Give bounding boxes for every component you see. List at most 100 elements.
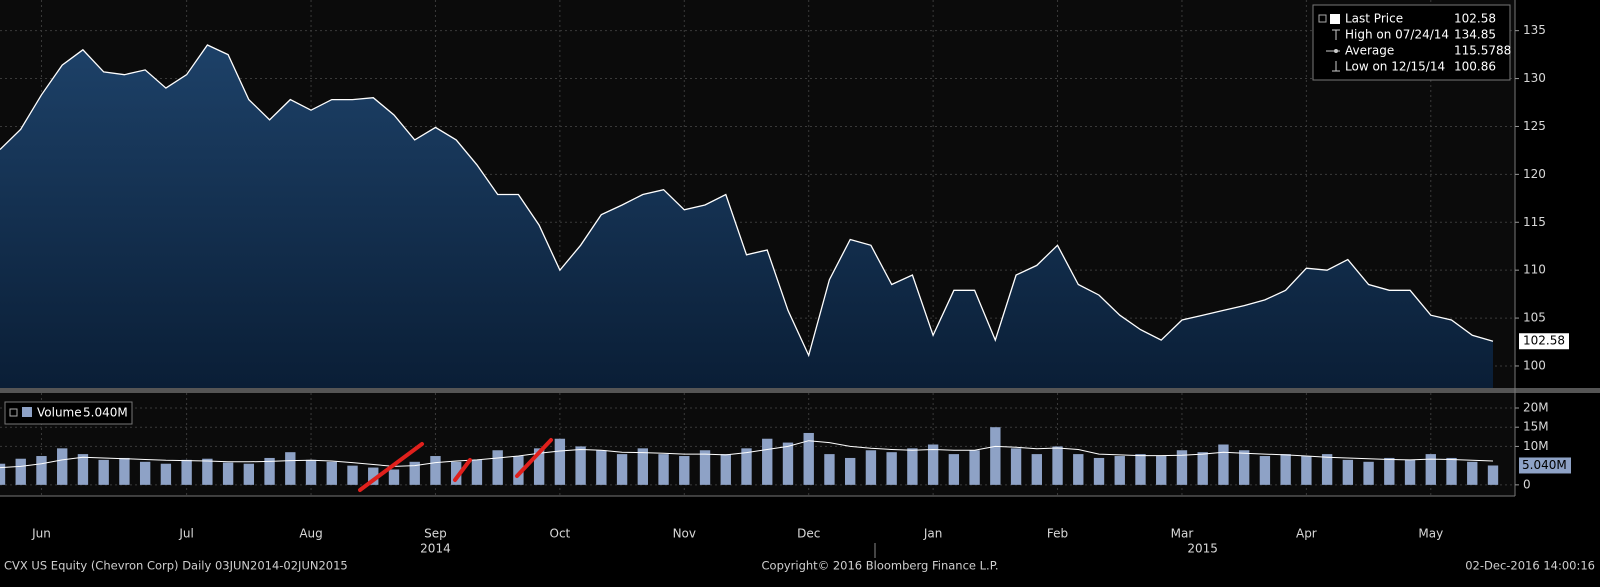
volume-bar (139, 461, 151, 485)
volume-bar (886, 452, 897, 485)
volume-bar (77, 454, 89, 485)
x-tick-label: Nov (673, 527, 696, 541)
x-tick-label: Sep (424, 527, 447, 541)
volume-bar (927, 444, 939, 485)
footer-center: Copyright© 2016 Bloomberg Finance L.P. (762, 559, 999, 573)
x-tick-label: Jul (178, 527, 193, 541)
legend: Last Price 102.58 High on 07/24/14 134.85 Av… (1345, 12, 1511, 74)
x-year-label: 2014 (420, 542, 451, 556)
volume-legend-box (4, 401, 133, 425)
legend-value: 100.86 (1454, 60, 1496, 74)
y-tick-label: 130 (1523, 71, 1546, 85)
x-year-label: 2015 (1187, 542, 1218, 556)
legend-low-icon (1332, 61, 1340, 72)
x-tick-label: Jan (923, 527, 943, 541)
volume-bar (409, 461, 420, 485)
volume-bar (430, 456, 441, 485)
footer-right: 02-Dec-2016 14:00:16 (1465, 559, 1595, 573)
volume-bar (533, 448, 545, 485)
volume-bar (1487, 465, 1499, 485)
last-price-tag (1519, 333, 1569, 350)
legend-label: High on 07/24/14 (1345, 28, 1449, 42)
y-tick-label: 135 (1523, 23, 1546, 37)
legend-box (1312, 4, 1511, 81)
y-tick-label: 115 (1523, 215, 1546, 229)
volume-bar (368, 467, 379, 485)
volume-bar (471, 459, 483, 485)
volume-bar (762, 438, 773, 485)
volume-bar (36, 456, 47, 485)
volume-bar (575, 446, 586, 485)
volume-bar (658, 454, 669, 485)
volume-bar (15, 458, 26, 485)
panel-divider (0, 388, 1600, 393)
legend-toggle (1318, 14, 1327, 23)
x-tick-label: Apr (1296, 527, 1317, 541)
x-tick-label: Aug (299, 527, 322, 541)
volume-bar (969, 450, 980, 485)
legend-value: 5.040M (83, 406, 128, 420)
y-tick-label: 125 (1523, 119, 1546, 133)
volume-bar (388, 469, 400, 485)
volume-bar (844, 457, 856, 485)
legend-label: Volume (37, 406, 82, 420)
volume-bar (202, 458, 213, 485)
legend-label: Average (1345, 44, 1394, 58)
volume-bar (1342, 459, 1354, 485)
legend-swatch (1330, 14, 1340, 24)
legend-high-icon (1332, 29, 1340, 40)
annotation-stroke (453, 458, 472, 482)
volume-bar (1238, 450, 1250, 485)
y-tick-label: 120 (1523, 167, 1546, 181)
volume-bar (1073, 454, 1084, 485)
volume-bar (1052, 446, 1063, 485)
x-tick-label: Dec (797, 527, 820, 541)
x-tick-label: May (1418, 527, 1443, 541)
volume-bar (637, 448, 649, 485)
legend-value: 115.5788 (1454, 44, 1511, 58)
volume-bar (160, 463, 172, 485)
volume-bar (1135, 454, 1146, 485)
volume-bar (596, 450, 607, 485)
volume-bar (326, 461, 337, 485)
volume-bar (616, 454, 628, 485)
volume-bar (782, 442, 794, 485)
x-tick-label: Jun (31, 527, 51, 541)
y-tick-label: 20M (1523, 400, 1549, 414)
y-tick-label: 0 (1523, 477, 1531, 491)
footer-left: CVX US Equity (Chevron Corp) Daily 03JUN… (4, 559, 348, 573)
volume-bar (1197, 452, 1208, 485)
volume-bar (451, 461, 462, 485)
volume-bar (1321, 454, 1333, 485)
legend-label: Low on 12/15/14 (1345, 60, 1445, 74)
volume-bar (1280, 454, 1291, 485)
x-tick-label: Mar (1171, 527, 1194, 541)
price-area (0, 45, 1493, 388)
last-volume-tag (1519, 457, 1571, 474)
volume-bar (741, 448, 752, 485)
volume-bar (513, 456, 524, 485)
volume-bar (0, 463, 6, 485)
volume-bar (1093, 457, 1105, 485)
volume-bar (1176, 450, 1188, 485)
plot-layer (0, 0, 1519, 496)
volume-bar (1425, 454, 1436, 485)
price-line (0, 44, 1494, 358)
volume-bar (285, 452, 296, 485)
volume-bar (679, 456, 690, 485)
volume-bar (264, 457, 275, 485)
volume-bar (803, 432, 814, 485)
volume-bar (1404, 459, 1416, 485)
volume-bar (699, 450, 711, 485)
x-tick-label: Feb (1047, 527, 1068, 541)
legend-value: 134.85 (1454, 28, 1496, 42)
volume-bar (1384, 457, 1395, 485)
volume-bar (1446, 457, 1457, 485)
legend-toggle (9, 408, 18, 417)
volume-bar (990, 427, 1001, 485)
last-volume-tag-label: 5.040M (1522, 458, 1567, 472)
y-tick-label: 110 (1523, 263, 1546, 277)
volume-bar (554, 438, 566, 485)
